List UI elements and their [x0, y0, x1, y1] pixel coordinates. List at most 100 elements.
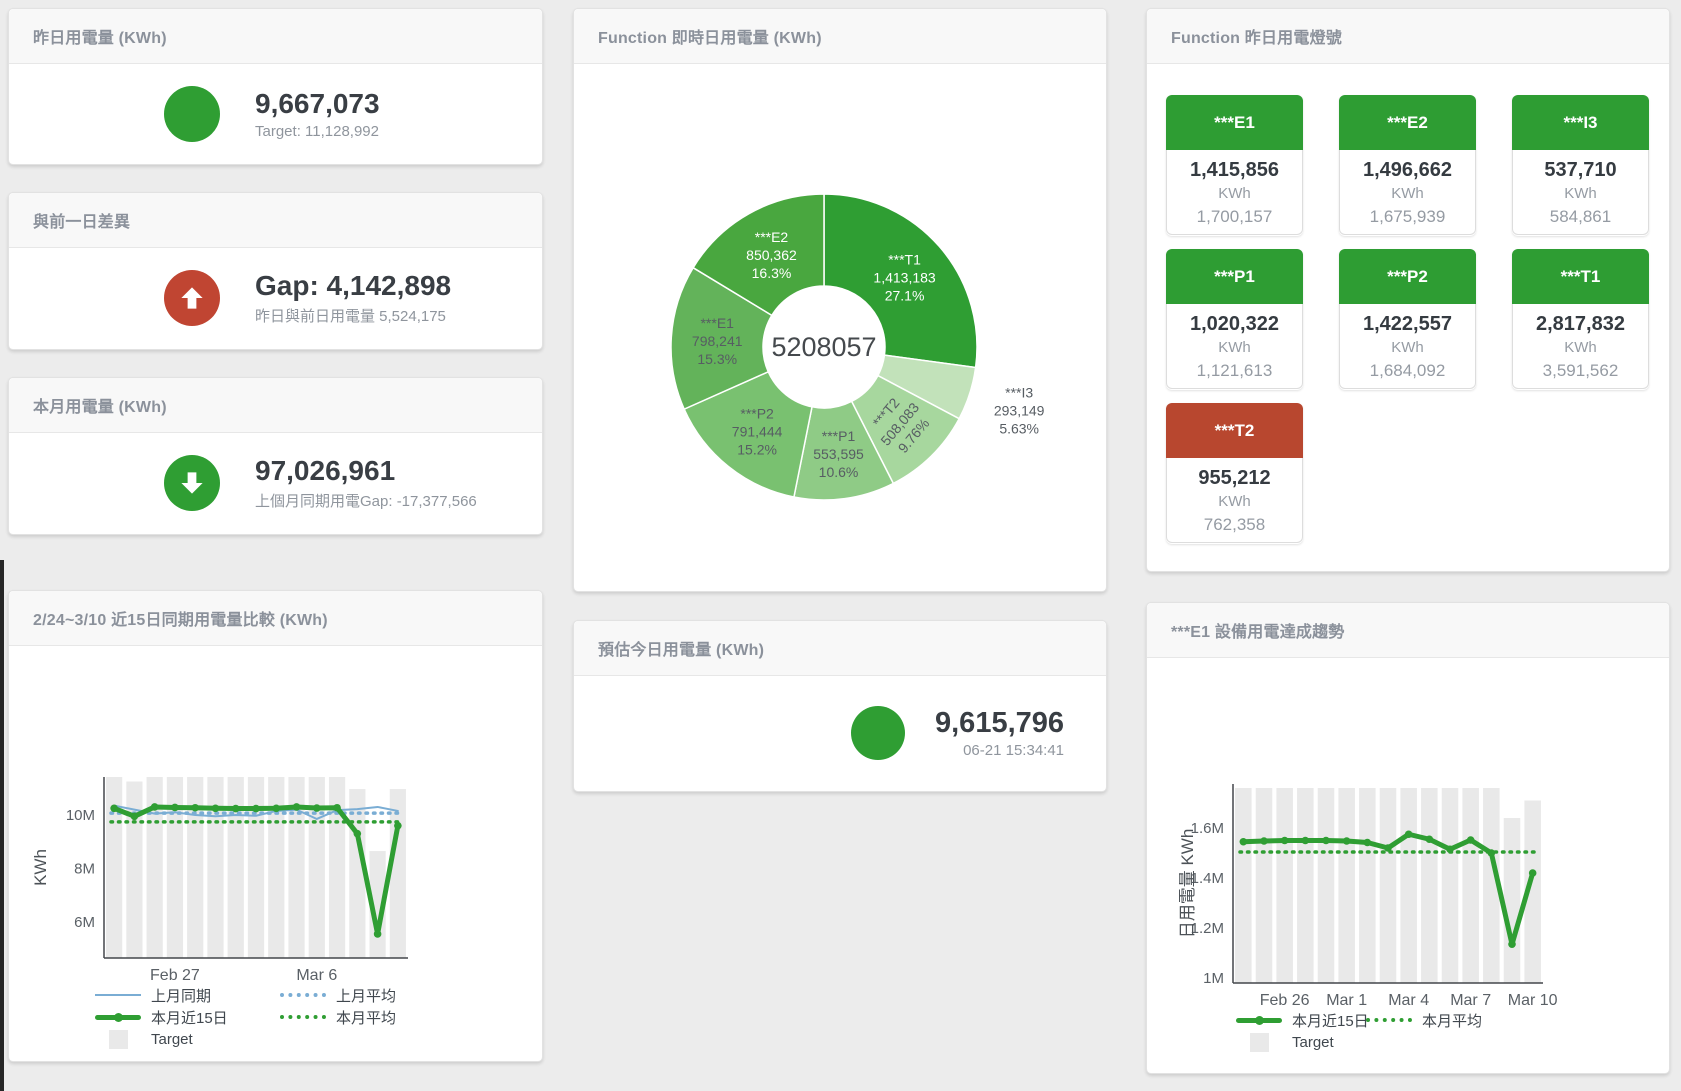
- legend-item-本月近15日[interactable]: 本月近15日: [95, 1006, 280, 1028]
- legend-label: Target: [1292, 1033, 1334, 1051]
- panel-day-gap: 與前一日差異 Gap: 4,142,898 昨日與前日用電量 5,524,175: [8, 192, 543, 350]
- target-bar: [1338, 788, 1355, 983]
- panel-month-usage: 本月用電量 (KWh) 97,026,961 上個月同期用電Gap: -17,3…: [8, 377, 543, 535]
- pie-slice-P2[interactable]: [683, 370, 813, 498]
- target-bar: [1317, 788, 1335, 983]
- pie-slice-label: ***P1 553,595 10.6%: [813, 428, 864, 480]
- series-point: [171, 803, 179, 812]
- compare-line-chart[interactable]: 6M 8M 10M Feb 27 Mar 6 KWh: [9, 646, 540, 1059]
- legend-item-本月平均[interactable]: 本月平均: [280, 1006, 465, 1028]
- series-point: [150, 803, 159, 811]
- series-point: [1280, 836, 1289, 845]
- lamp-tile-value: 1,422,557: [1363, 313, 1452, 335]
- pie-slice-label: ***T1 1,413,183 27.1%: [873, 252, 935, 304]
- target-bar: [389, 789, 406, 958]
- lamp-tile-value: 537,710: [1544, 159, 1617, 181]
- panel-title: Function 即時日用電量 (KWh): [598, 30, 822, 47]
- panel-title: 本月用電量 (KWh): [33, 399, 167, 416]
- lamp-tile-unit: KWh: [1564, 339, 1597, 356]
- target-bar: [126, 781, 143, 958]
- target-bar: [247, 777, 265, 958]
- series-point: [110, 804, 118, 813]
- lamp-tile-label: ***P2: [1339, 249, 1476, 304]
- series-point: [1384, 844, 1392, 852]
- e1-trend-line-chart[interactable]: 1M 1.2M 1.4M 1.6M Feb 26 Mar 1 Mar 4 Mar 7 Mar 1…: [1147, 658, 1667, 1071]
- green-status-circle-icon: [851, 705, 905, 760]
- panel-title: 與前一日差異: [33, 214, 131, 231]
- lamp-tile-unit: KWh: [1218, 493, 1251, 510]
- legend-item-本月近15日[interactable]: 本月近15日: [1236, 1009, 1369, 1031]
- lamp-tile-label: ***P1: [1166, 249, 1303, 304]
- series-line-thin: [113, 804, 399, 820]
- trend-chart-legend: 本月近15日 本月平均 Target: [1236, 1009, 1516, 1053]
- panel-lamp-status: Function 昨日用電燈號 ***E1 1,415,856 KWh 1,700,1…: [1146, 8, 1670, 572]
- pie-slice-E1[interactable]: [670, 266, 773, 411]
- panel-title: 昨日用電量 (KWh): [33, 30, 167, 47]
- green-down-arrow-icon: [164, 454, 220, 511]
- series-point: [394, 821, 402, 830]
- red-up-arrow-icon: [164, 269, 220, 326]
- lamp-tile-value: 1,020,322: [1190, 313, 1279, 335]
- realtime-usage-donut-chart[interactable]: ***T1 1,413,183 27.1%***I3 293,149 5.63%***T…: [574, 64, 1104, 589]
- series-point: [252, 804, 260, 813]
- target-bar: [1441, 788, 1459, 983]
- lamp-tile-E1: ***E1 1,415,856 KWh 1,700,157: [1166, 95, 1303, 236]
- pie-slice-label: ***E1 798,241 15.3%: [692, 315, 743, 367]
- panel-header: 2/24~3/10 近15日同期用電量比較 (KWh): [9, 591, 542, 646]
- y-tick-label: 8M: [74, 860, 95, 877]
- legend-item-上月同期[interactable]: 上月同期: [95, 984, 280, 1006]
- lamp-tile-target: 762,358: [1203, 515, 1266, 534]
- lamp-tile-label: ***T2: [1166, 403, 1303, 458]
- target-bar: [1235, 788, 1252, 983]
- panel-title: 2/24~3/10 近15日同期用電量比較 (KWh): [33, 612, 328, 629]
- target-bar: [1297, 788, 1314, 983]
- x-tick-label: Mar 10: [1508, 992, 1558, 1009]
- legend-label: Target: [151, 1030, 193, 1048]
- target-bar: [328, 777, 346, 958]
- day-gap-subtext: 昨日與前日用電量 5,524,175: [255, 307, 446, 325]
- lamp-tile-I3: ***I3 537,710 KWh 584,861: [1512, 95, 1649, 236]
- estimate-timestamp: 06-21 15:34:41: [963, 741, 1065, 759]
- window-edge: [0, 560, 4, 1091]
- panel-header: Function 昨日用電燈號: [1147, 9, 1669, 64]
- legend-label: 上月平均: [336, 987, 397, 1005]
- y-axis-title: KWh: [31, 849, 50, 886]
- series-point: [1260, 837, 1268, 845]
- lamp-tile-body: 1,415,856 KWh 1,700,157: [1166, 150, 1303, 235]
- panel-estimate-today: 預估今日用電量 (KWh) 9,615,796 06-21 15:34:41: [573, 620, 1107, 792]
- month-usage-value: 97,026,961: [255, 454, 396, 486]
- pie-slice-label: ***P2 791,444 15.2%: [732, 406, 783, 458]
- series-point: [1404, 830, 1413, 839]
- series-point: [1508, 940, 1516, 949]
- day-gap-value: Gap: 4,142,898: [255, 269, 452, 301]
- legend-label: 本月平均: [336, 1009, 397, 1027]
- series-point: [272, 804, 281, 813]
- lamp-tile-value: 1,415,856: [1190, 159, 1279, 181]
- legend-item-Target[interactable]: Target: [95, 1028, 280, 1050]
- lamp-tile-body: 2,817,832 KWh 3,591,562: [1512, 304, 1649, 389]
- pie-slice-label: ***I3 293,149 5.63%: [994, 385, 1045, 437]
- y-tick-label: 6M: [74, 914, 95, 931]
- panel-header: Function 即時日用電量 (KWh): [574, 9, 1106, 64]
- target-bar: [1483, 788, 1500, 983]
- panel-header: 預估今日用電量 (KWh): [574, 621, 1106, 676]
- legend-item-上月平均[interactable]: 上月平均: [280, 984, 465, 1006]
- green-status-circle-icon: [164, 85, 220, 142]
- legend-line-thick-icon: [1236, 1013, 1282, 1027]
- yesterday-usage-target: Target: 11,128,992: [255, 122, 379, 140]
- lamp-tile-target: 1,121,613: [1196, 361, 1273, 380]
- pie-slice-E2[interactable]: [692, 193, 825, 317]
- legend-item-本月平均[interactable]: 本月平均: [1366, 1009, 1496, 1031]
- lamp-tile-target: 1,700,157: [1196, 207, 1273, 226]
- compare-chart-legend: 上月同期 上月平均本月近15日 本月平均 Target: [95, 984, 475, 1050]
- lamp-tile-label: ***I3: [1512, 95, 1649, 150]
- target-bar: [187, 777, 204, 958]
- series-point: [313, 804, 321, 812]
- lamp-tile-P2: ***P2 1,422,557 KWh 1,684,092: [1339, 249, 1476, 390]
- series-point: [1466, 836, 1475, 844]
- pie-slice-T1[interactable]: [823, 193, 978, 369]
- legend-item-Target[interactable]: Target: [1236, 1031, 1366, 1053]
- lamp-tile-unit: KWh: [1218, 339, 1251, 356]
- target-bar: [1255, 788, 1273, 983]
